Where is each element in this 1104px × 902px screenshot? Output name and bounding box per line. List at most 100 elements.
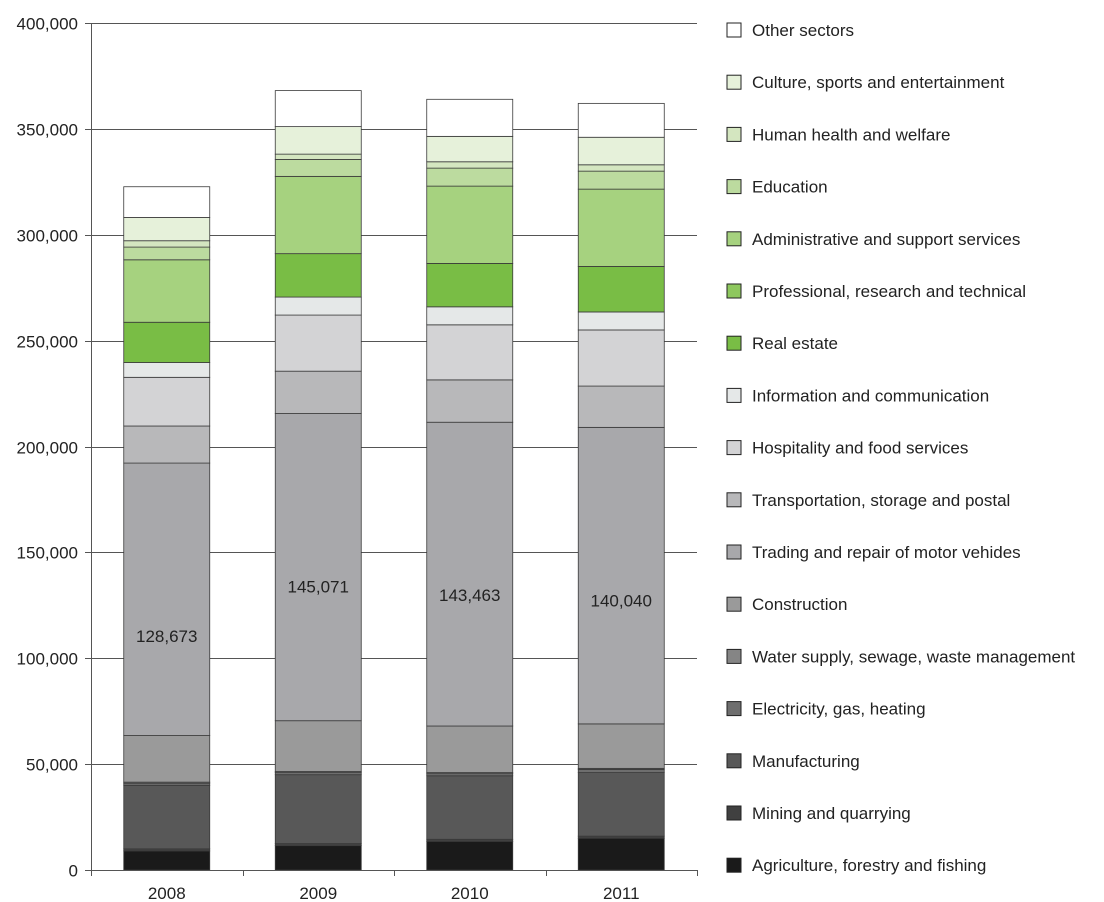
x-tick-label: 2008	[148, 884, 186, 902]
bar-segment	[274, 175, 362, 255]
legend-swatch	[726, 126, 742, 142]
data-label: 140,040	[591, 591, 652, 610]
bar-segment	[274, 314, 362, 372]
bar-segment	[123, 784, 211, 850]
legend-label: Water supply, sewage, waste management	[752, 647, 1075, 666]
x-tick-label: 2009	[299, 884, 337, 902]
bar-segment	[426, 306, 514, 326]
bar-segment	[577, 772, 665, 837]
legend-label: Education	[752, 178, 828, 197]
bar-segment	[123, 246, 211, 261]
legend-swatch	[726, 805, 742, 821]
bar-segment	[123, 850, 211, 871]
bar-segment	[426, 135, 514, 163]
bar-segment	[426, 379, 514, 423]
bar-segment	[274, 159, 362, 177]
bar-segment	[123, 259, 211, 323]
bar-segment	[274, 720, 362, 772]
bar-segment	[274, 253, 362, 298]
bar-segment	[577, 329, 665, 387]
y-tick-label: 200,000	[17, 439, 78, 458]
data-label: 145,071	[288, 578, 349, 597]
bar-segment	[577, 769, 665, 773]
bar-segment	[123, 735, 211, 783]
legend-label: Professional, research and technical	[752, 282, 1026, 301]
bar-segment	[274, 370, 362, 414]
data-label: 143,463	[439, 586, 500, 605]
y-tick-label: 150,000	[17, 544, 78, 563]
legend-label: Real estate	[752, 334, 838, 353]
axes: 0 50,000 100,000 150,000 200,000 250,000 300,0…	[17, 15, 698, 902]
bar-segment	[577, 311, 665, 331]
legend-label: Culture, sports and entertainment	[752, 73, 1005, 92]
x-tick-label: 2010	[451, 884, 489, 902]
bar-segment	[426, 185, 514, 264]
legend-label: Construction	[752, 595, 847, 614]
legend-swatch	[726, 179, 742, 195]
legend-label: Electricity, gas, heating	[752, 700, 926, 719]
legend-swatch	[726, 283, 742, 299]
y-tick-label: 0	[69, 862, 78, 881]
y-tick-label: 250,000	[17, 333, 78, 352]
bar-segment	[123, 362, 211, 378]
bar-segment	[426, 263, 514, 308]
legend-label: Human health and welfare	[752, 125, 950, 144]
legend-swatch	[726, 335, 742, 351]
bar-segment	[123, 462, 211, 736]
bar-segment	[577, 136, 665, 166]
bar-segment	[426, 324, 514, 381]
legend-label: Other sectors	[752, 21, 854, 40]
bar-segment	[577, 170, 665, 190]
y-tick-label: 400,000	[17, 15, 78, 34]
bar-segment	[274, 126, 362, 155]
bar-segment	[426, 775, 514, 840]
bar-segment	[274, 90, 362, 128]
bar-segment	[274, 774, 362, 844]
bar-segment	[577, 385, 665, 428]
legend-swatch	[726, 544, 742, 560]
legend-label: Manufacturing	[752, 752, 860, 771]
bar-segment	[577, 164, 665, 172]
data-label: 128,673	[136, 627, 197, 646]
bar-segment	[577, 188, 665, 267]
legend-label: Mining and quarrying	[752, 804, 911, 823]
legend-swatch	[726, 231, 742, 247]
legend-label: Transportation, storage and postal	[752, 491, 1010, 510]
legend-label: Administrative and support services	[752, 230, 1020, 249]
bar-segment	[426, 841, 514, 871]
x-tick-label: 2011	[603, 884, 640, 902]
y-tick-label: 50,000	[26, 756, 78, 775]
bar-segment	[123, 321, 211, 363]
bar-segment	[123, 376, 211, 427]
bar-segment	[426, 421, 514, 727]
legend-swatch	[726, 753, 742, 769]
data-labels: 128,673 145,071 143,463 140,040	[136, 578, 652, 647]
y-tick-label: 300,000	[17, 227, 78, 246]
bar-segment	[274, 845, 362, 871]
legend-swatch	[726, 492, 742, 508]
legend-swatch	[726, 596, 742, 612]
bar-segment	[123, 240, 211, 248]
bar-segment	[426, 167, 514, 187]
legend-swatch	[726, 648, 742, 664]
bar-segment	[123, 425, 211, 464]
bars	[123, 90, 665, 871]
bar-segment	[577, 426, 665, 725]
legend-label: Agriculture, forestry and fishing	[752, 856, 986, 875]
bar-segment	[577, 723, 665, 769]
legend-swatch	[726, 387, 742, 403]
legend-swatch	[726, 74, 742, 90]
bar-segment	[123, 217, 211, 242]
bar-segment	[577, 102, 665, 138]
bar-segment	[274, 153, 362, 160]
bar-segment	[577, 837, 665, 871]
legend: Other sectors Culture, sports and enterta…	[726, 21, 1075, 875]
legend-label: Trading and repair of motor vehides	[752, 543, 1021, 562]
legend-label: Hospitality and food services	[752, 439, 968, 458]
legend-swatch	[726, 440, 742, 456]
legend-swatch	[726, 22, 742, 38]
bar-segment	[426, 725, 514, 773]
bar-segment	[274, 296, 362, 316]
bar-segment	[274, 413, 362, 722]
